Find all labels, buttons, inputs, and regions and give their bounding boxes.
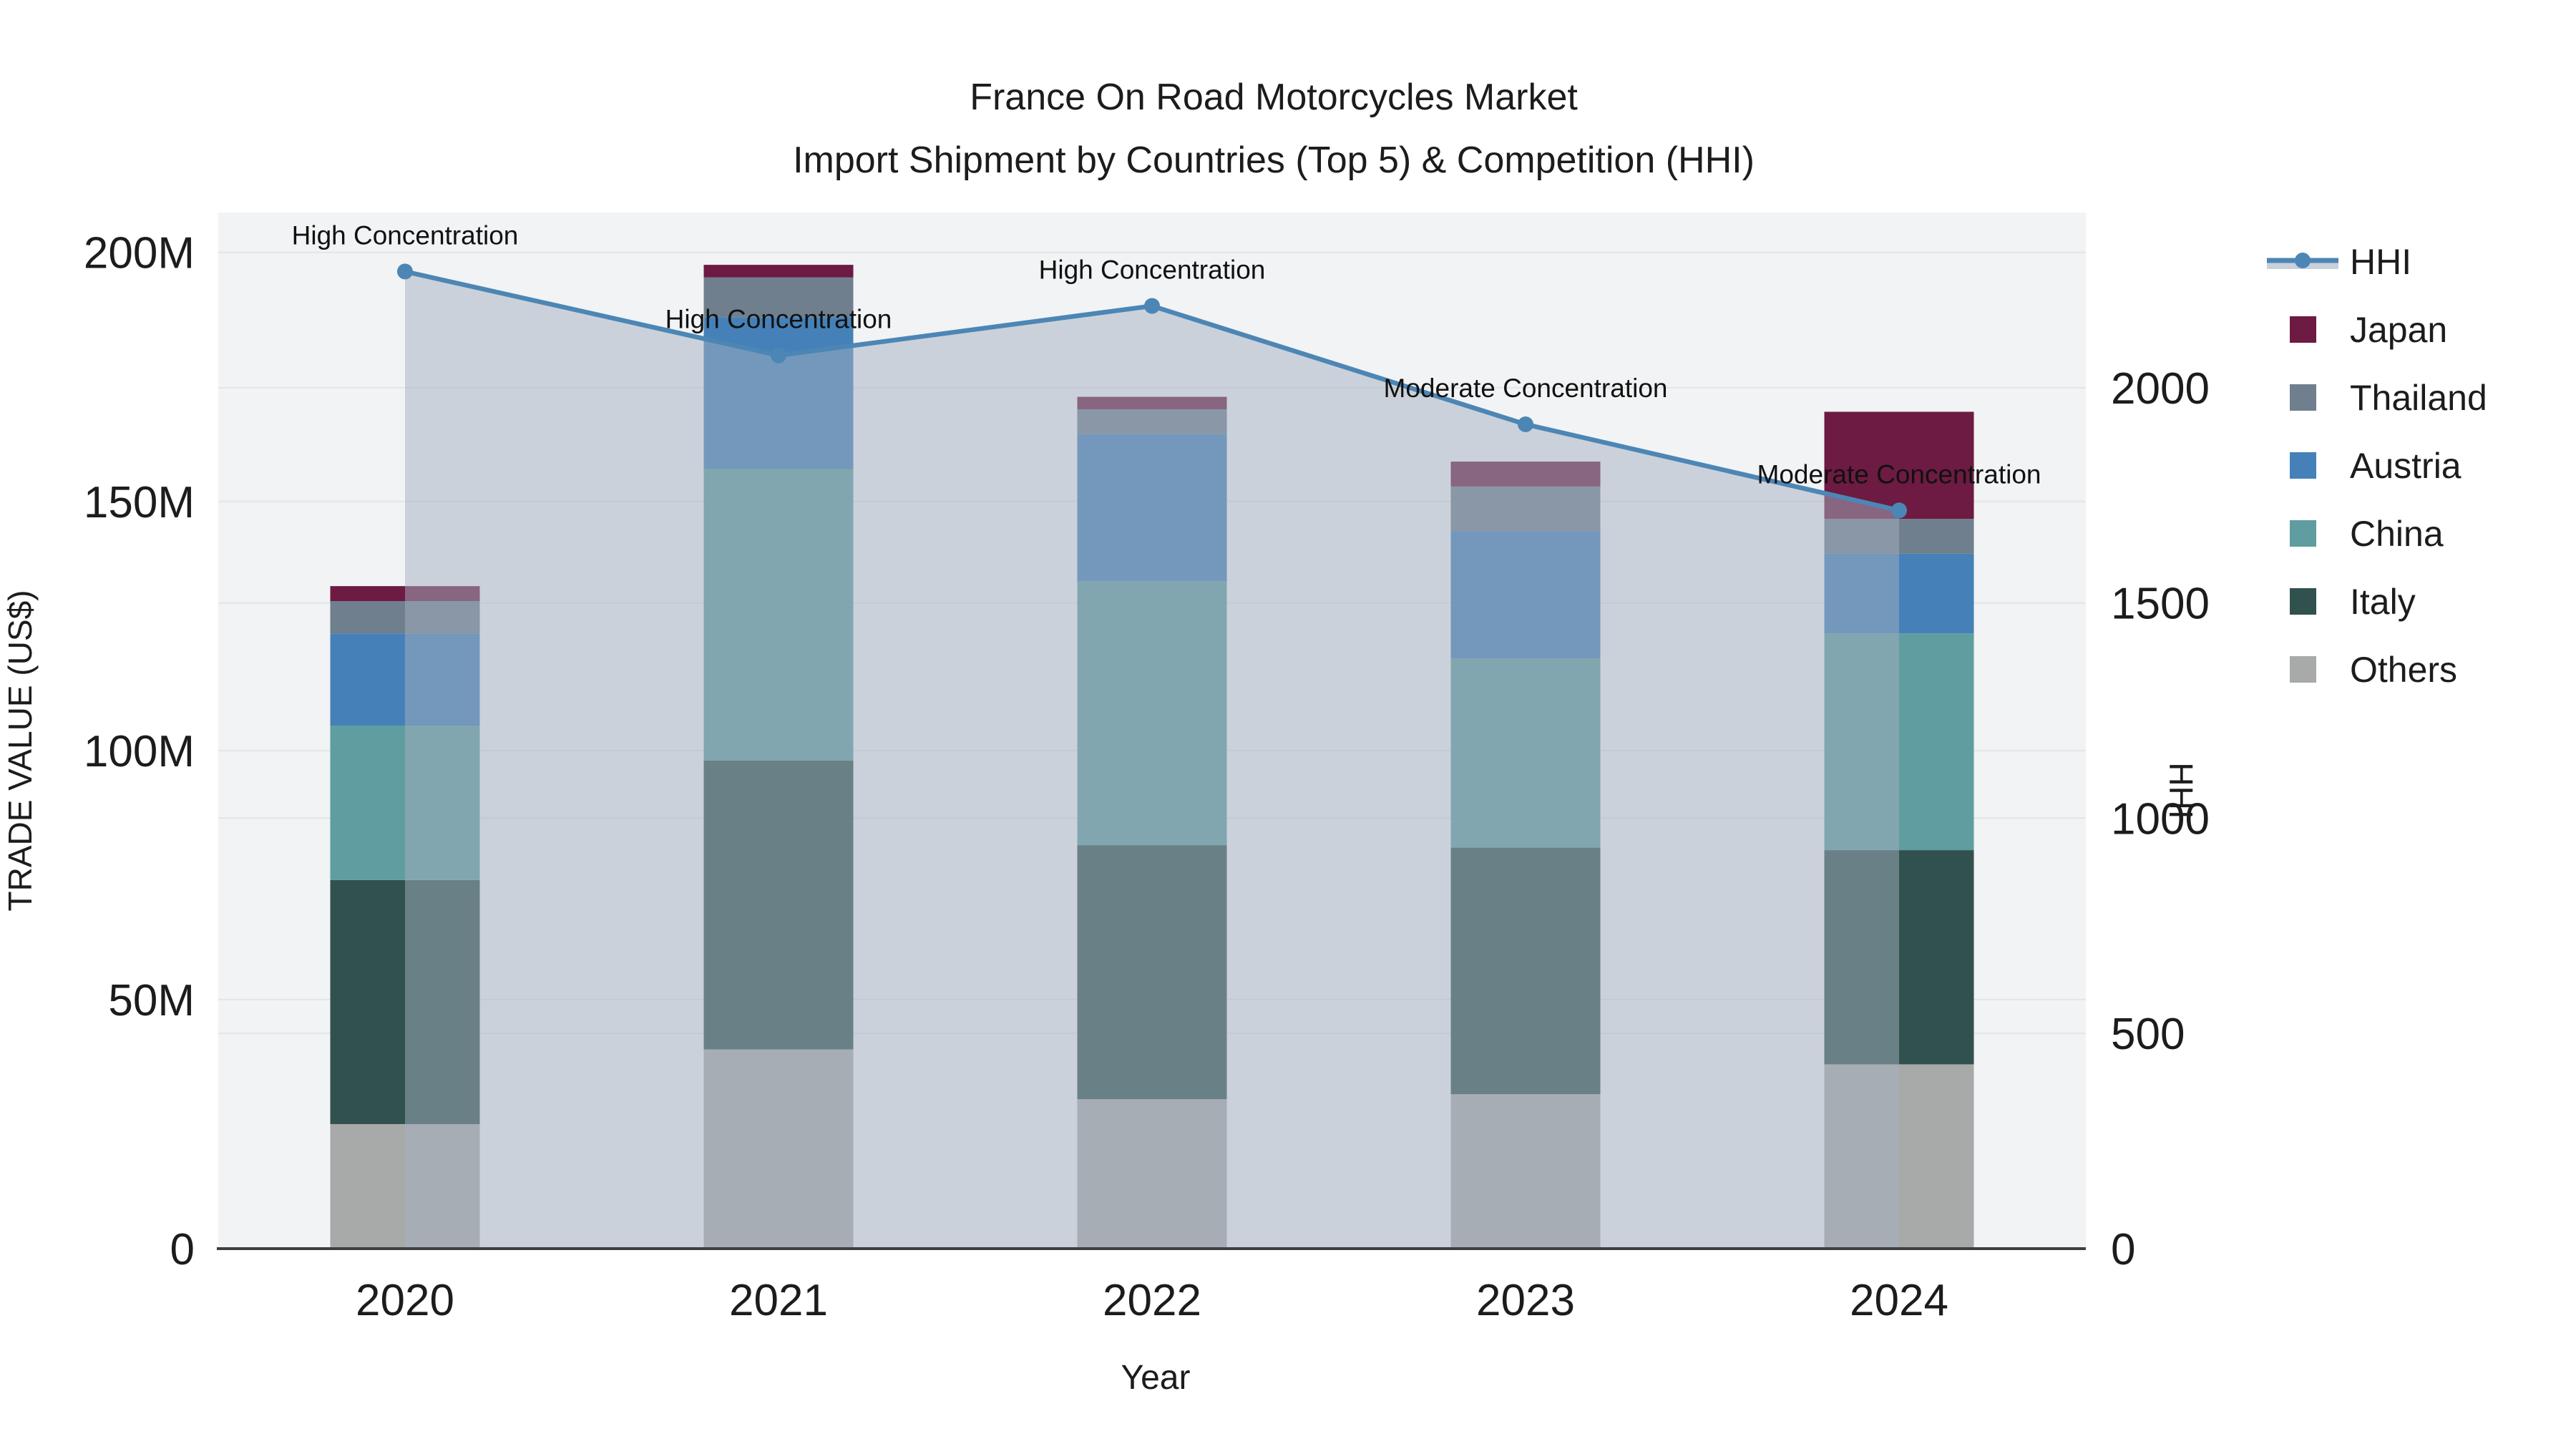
legend-color-box — [2289, 588, 2316, 615]
bar-segment-japan-2021[interactable] — [703, 265, 854, 278]
y-left-tick-label-200M: 200M — [84, 229, 195, 278]
y-left-tick-label-50M: 50M — [108, 976, 195, 1025]
legend-label: Thailand — [2350, 377, 2487, 418]
legend-label: Others — [2350, 649, 2458, 690]
hhi-area — [405, 271, 1899, 1249]
annotation-2022: High Concentration — [1039, 255, 1266, 285]
legend: HHI Japan Thailand Austria China Italy Others — [2267, 228, 2487, 703]
y-right-tick-label-2000: 2000 — [2111, 364, 2210, 414]
legend-label: Austria — [2350, 445, 2462, 486]
annotation-2023: Moderate Concentration — [1384, 374, 1668, 403]
legend-item-austria[interactable]: Austria — [2267, 431, 2487, 499]
x-tick-label-2020: 2020 — [356, 1276, 454, 1325]
hhi-marker-2020[interactable] — [397, 263, 413, 280]
y-left-tick-label-0: 0 — [170, 1225, 195, 1274]
y-left-axis-title: TRADE VALUE (US$) — [1, 590, 39, 912]
legend-label: HHI — [2350, 241, 2412, 282]
legend-color-box — [2289, 384, 2316, 411]
annotation-2020: High Concentration — [292, 220, 519, 250]
y-right-tick-label-500: 500 — [2111, 1010, 2185, 1059]
x-tick-label-2021: 2021 — [729, 1276, 828, 1325]
hhi-marker-2022[interactable] — [1144, 298, 1160, 314]
italy-color-swatch-icon — [2267, 587, 2338, 616]
japan-color-swatch-icon — [2267, 316, 2338, 344]
legend-color-box — [2289, 316, 2316, 343]
page-title-line2: Import Shipment by Countries (Top 5) & C… — [793, 140, 1755, 181]
y-left-tick-label-100M: 100M — [84, 727, 195, 776]
legend-item-others[interactable]: Others — [2267, 635, 2487, 703]
y-right-tick-label-1500: 1500 — [2111, 580, 2210, 629]
legend-label: Italy — [2350, 581, 2416, 622]
x-tick-label-2024: 2024 — [1850, 1276, 1948, 1325]
legend-color-box — [2289, 520, 2316, 547]
hhi-marker-2024[interactable] — [1891, 502, 1907, 519]
x-tick-label-2022: 2022 — [1103, 1276, 1201, 1325]
others-color-swatch-icon — [2267, 655, 2338, 684]
china-color-swatch-icon — [2267, 519, 2338, 548]
hhi-marker-2021[interactable] — [771, 347, 786, 364]
y-right-axis-title: HHI — [2162, 762, 2200, 819]
austria-color-swatch-icon — [2267, 452, 2338, 480]
thailand-color-swatch-icon — [2267, 384, 2338, 412]
legend-color-box — [2289, 452, 2316, 479]
legend-item-italy[interactable]: Italy — [2267, 567, 2487, 635]
bar-segment-thailand-2021[interactable] — [703, 277, 854, 318]
annotation-2021: High Concentration — [665, 305, 892, 334]
legend-item-thailand[interactable]: Thailand — [2267, 364, 2487, 431]
y-right-tick-label-1000: 1000 — [2111, 794, 2210, 844]
legend-label: Japan — [2350, 309, 2448, 350]
hhi-marker-2023[interactable] — [1518, 416, 1533, 432]
page-title: France On Road Motorcycles Market Import… — [0, 66, 2547, 192]
legend-label: China — [2350, 513, 2444, 554]
x-tick-label-2023: 2023 — [1476, 1276, 1575, 1325]
legend-item-china[interactable]: China — [2267, 499, 2487, 567]
y-left-tick-label-150M: 150M — [84, 478, 195, 527]
annotation-2024: Moderate Concentration — [1757, 459, 2041, 489]
legend-item-hhi[interactable]: HHI — [2267, 228, 2487, 296]
page-title-line1: France On Road Motorcycles Market — [970, 77, 1578, 118]
legend-item-japan[interactable]: Japan — [2267, 296, 2487, 364]
y-right-tick-label-0: 0 — [2111, 1225, 2135, 1274]
legend-color-box — [2289, 656, 2316, 683]
hhi-line-swatch-icon — [2267, 248, 2338, 276]
x-axis-title: Year — [1121, 1359, 1191, 1397]
